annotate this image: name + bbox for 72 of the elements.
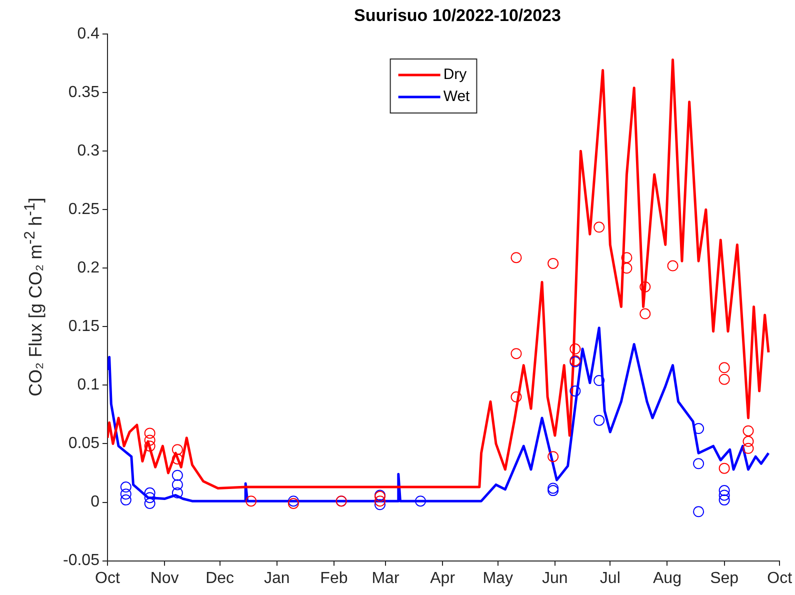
point (570, 386, 581, 397)
point (594, 222, 605, 233)
y-tick-label: 0.3 (77, 142, 100, 160)
point (693, 506, 704, 518)
point (548, 482, 559, 494)
point (374, 499, 386, 510)
x-tick-label: Jul (600, 570, 620, 587)
point (120, 482, 132, 493)
point (718, 494, 730, 506)
point (172, 444, 183, 456)
legend-label: Wet (443, 88, 471, 106)
point (144, 440, 156, 452)
point (742, 425, 754, 436)
x-tick-label: Jun (542, 570, 568, 587)
point (640, 308, 651, 320)
point (144, 487, 156, 498)
x-tick-label: Oct (767, 570, 793, 587)
point (570, 343, 581, 354)
point (414, 496, 426, 507)
point (594, 414, 605, 426)
y-tick-label: 0.1 (77, 376, 100, 394)
point (510, 252, 522, 264)
y-tick-label: 0.05 (68, 435, 100, 452)
point (548, 485, 559, 496)
point (510, 348, 522, 360)
point (548, 451, 559, 462)
x-tick-label: Sep (710, 570, 739, 587)
point (144, 434, 156, 446)
y-tick-label: -0.05 (63, 552, 100, 570)
x-tick-label: May (482, 570, 513, 587)
x-tick-label: Apr (430, 570, 456, 587)
point (172, 470, 183, 481)
point (718, 485, 730, 496)
y-tick-label: 0 (90, 494, 100, 511)
y-tick-label: 0.15 (68, 318, 100, 336)
point (718, 374, 730, 385)
chart-title: Suurisuo 10/2022-10/2023 (353, 6, 562, 26)
y-tick-label: 0.2 (77, 260, 100, 277)
point (742, 442, 754, 454)
point (120, 494, 132, 506)
point (693, 423, 704, 434)
point (718, 490, 730, 501)
point (621, 252, 632, 264)
point (172, 479, 183, 490)
x-tick-label: Jan (264, 570, 290, 587)
point (667, 260, 678, 272)
legend-label: Dry (443, 66, 468, 84)
point (742, 436, 754, 447)
y-tick-label: 0.35 (68, 84, 100, 101)
point (548, 258, 559, 269)
point (144, 498, 156, 509)
point (144, 492, 156, 504)
x-tick-label: Nov (150, 570, 179, 587)
point (374, 496, 386, 507)
x-tick-label: Aug (653, 570, 682, 587)
point (594, 375, 605, 386)
point (621, 262, 632, 274)
x-tick-label: Feb (320, 570, 348, 587)
x-tick-label: Dec (206, 570, 234, 587)
point (246, 496, 257, 507)
point (120, 488, 132, 500)
point (510, 391, 522, 402)
y-tick-label: 0.4 (77, 25, 100, 42)
point (144, 428, 156, 439)
point (693, 458, 704, 470)
x-tick-label: Oct (95, 570, 120, 587)
y-tick-label: 0.25 (68, 201, 100, 218)
point (718, 462, 730, 474)
point (172, 487, 183, 498)
point (640, 281, 651, 292)
point (718, 362, 730, 374)
x-tick-label: Mar (372, 570, 400, 587)
